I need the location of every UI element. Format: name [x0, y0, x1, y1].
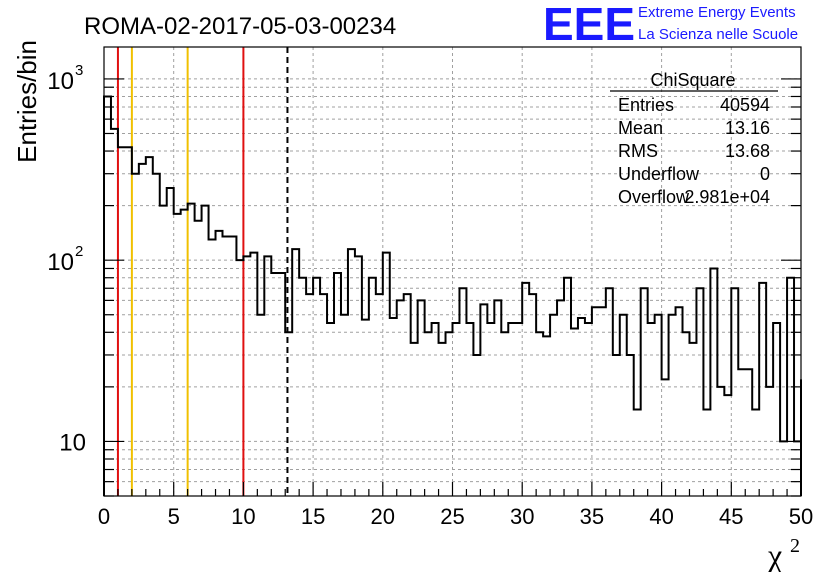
x-tick-labels: 0 5 10 15 20 25 30 35 40 45 50	[98, 504, 813, 529]
y-tick-label-exponent: 3	[75, 62, 83, 79]
stats-row-label: RMS	[618, 141, 658, 161]
x-axis-label: χ 2	[767, 535, 800, 572]
x-tick-label: 45	[719, 504, 743, 529]
stats-row-label: Underflow	[618, 164, 700, 184]
stats-row-label: Overflow	[618, 187, 690, 207]
x-tick-label: 25	[440, 504, 464, 529]
x-tick-label: 0	[98, 504, 110, 529]
histogram-outline	[103, 95, 802, 496]
y-tick-label: 10 2	[47, 243, 83, 276]
x-tick-label: 20	[371, 504, 395, 529]
stats-row-value: 13.68	[725, 141, 770, 161]
stats-row-label: Entries	[618, 95, 674, 115]
stats-box: ChiSquare Entries 40594 Mean 13.16 RMS 13.68 U…	[610, 70, 778, 207]
x-tick-label: 5	[168, 504, 180, 529]
stats-row-value: 13.16	[725, 118, 770, 138]
x-tick-label: 35	[580, 504, 604, 529]
chart-title: ROMA-02-2017-05-03-00234	[84, 13, 396, 40]
stats-row-value: 40594	[720, 95, 770, 115]
stats-row-value: 2.981e+04	[684, 187, 770, 207]
grid-lines	[104, 47, 801, 497]
eee-logo-line1: Extreme Energy Events	[638, 4, 796, 21]
marker-lines	[116, 47, 289, 496]
x-tick-label: 40	[649, 504, 673, 529]
y-tick-label-base: 10	[47, 68, 74, 95]
stats-row-value: 0	[760, 164, 770, 184]
eee-logo: EEE Extreme Energy Events La Scienza nel…	[543, 0, 798, 50]
x-tick-label: 50	[789, 504, 813, 529]
stats-title: ChiSquare	[650, 70, 735, 90]
y-axis-label: Entries/bin	[12, 40, 42, 163]
y-tick-label: 10	[59, 429, 86, 456]
y-tick-label-exponent: 2	[75, 243, 83, 260]
y-tick-label-base: 10	[47, 249, 74, 276]
x-tick-label: 10	[231, 504, 255, 529]
x-tick-label: 15	[301, 504, 325, 529]
eee-logo-line2: La Scienza nelle Scuole	[638, 26, 798, 43]
x-axis-label-superscript: 2	[790, 535, 800, 557]
stats-row-label: Mean	[618, 118, 663, 138]
eee-logo-mark: EEE	[543, 0, 635, 50]
y-tick-label: 10 3	[47, 62, 83, 95]
x-axis-label-symbol: χ	[767, 537, 783, 572]
axis-ticks	[103, 78, 802, 497]
x-tick-label: 30	[510, 504, 534, 529]
